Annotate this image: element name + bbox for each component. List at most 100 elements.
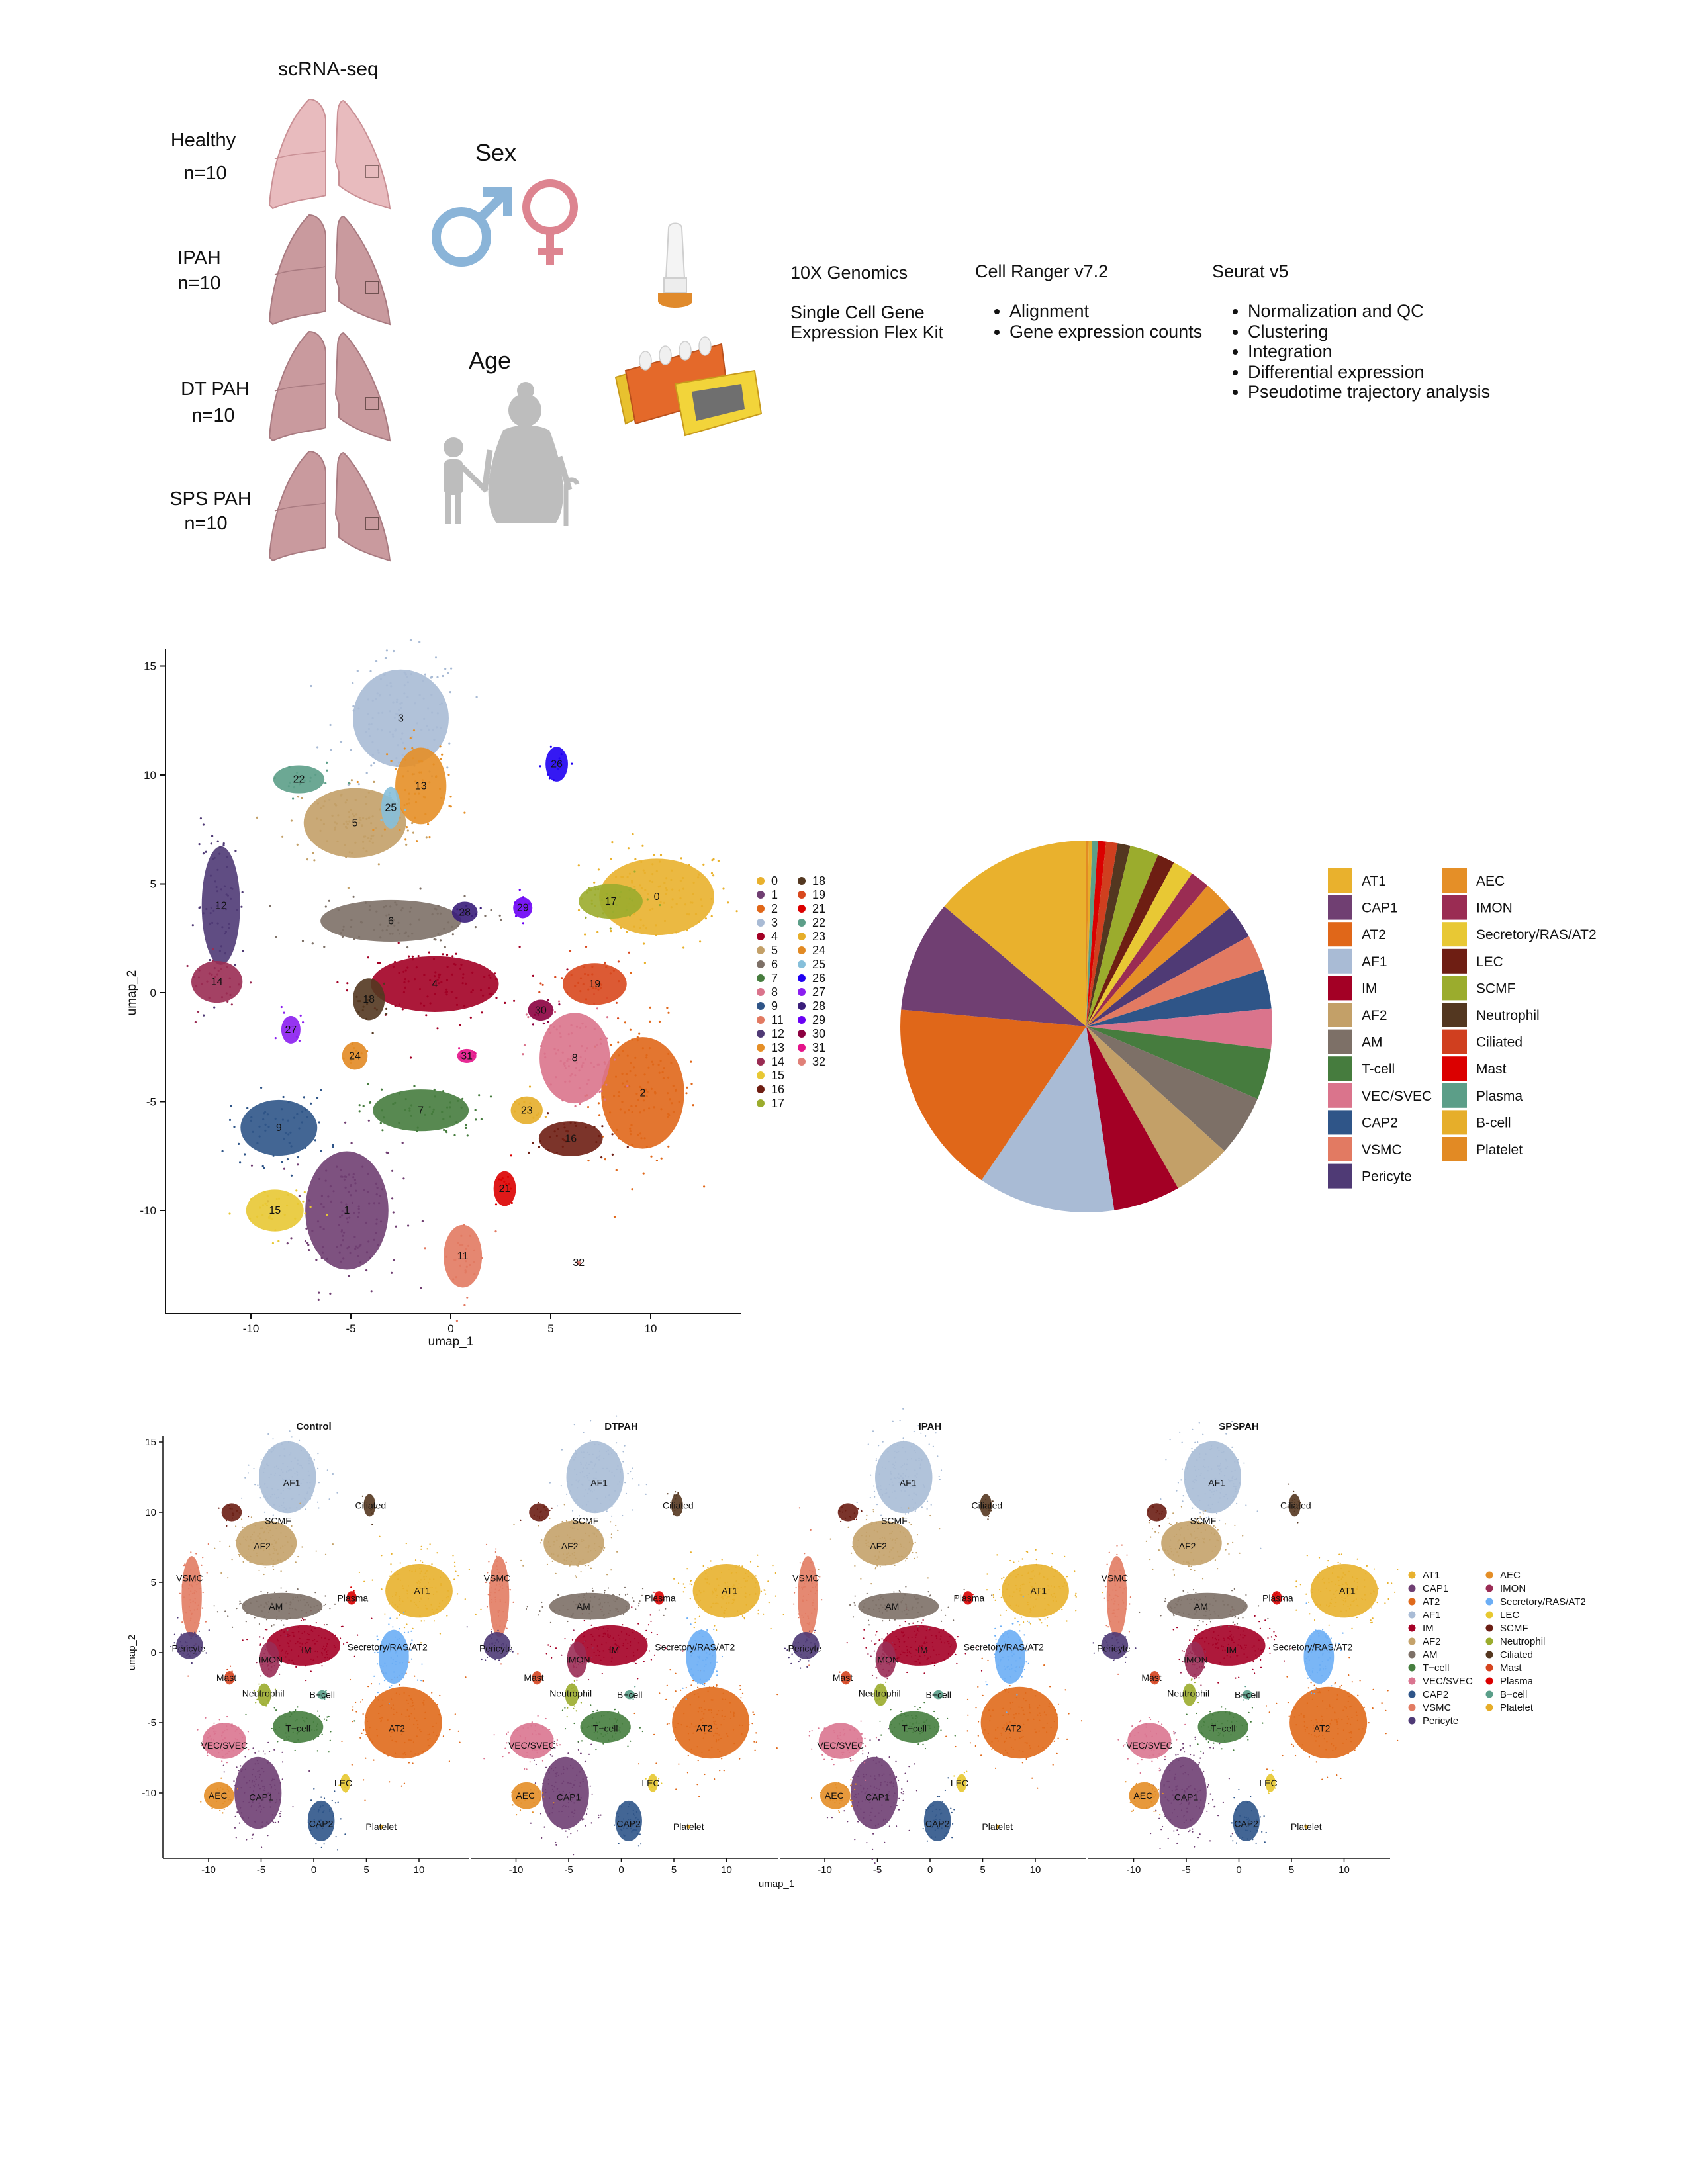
cell-point	[1014, 1617, 1016, 1619]
cell-point	[710, 1712, 713, 1714]
cell-point	[414, 1570, 416, 1572]
cell-point	[730, 1711, 732, 1713]
cell-point	[626, 1054, 629, 1057]
cluster-body	[686, 1629, 717, 1684]
cell-point	[650, 1781, 652, 1783]
cell-point	[308, 1249, 310, 1251]
cell-point	[324, 1179, 327, 1182]
cell-point	[604, 1734, 606, 1736]
cell-point	[220, 968, 222, 970]
cell-point	[379, 1717, 381, 1719]
cell-point	[351, 1201, 354, 1204]
cell-point	[226, 1786, 228, 1788]
cell-point	[344, 1785, 346, 1787]
cell-point	[494, 1592, 496, 1594]
cell-point	[633, 925, 635, 928]
cell-point	[446, 766, 449, 769]
cell-point	[419, 1586, 421, 1588]
platform-kit-line: Single Cell Gene	[790, 302, 925, 322]
cluster-body	[266, 1625, 341, 1666]
cell-point	[382, 1665, 384, 1667]
cell-point	[254, 1525, 256, 1527]
cell-point	[502, 1650, 504, 1652]
cell-point	[579, 1602, 581, 1604]
cell-point	[1027, 1572, 1029, 1574]
cluster-body	[539, 1013, 610, 1104]
cell-point	[353, 1655, 355, 1657]
cell-point	[449, 1115, 451, 1118]
cell-point	[344, 1186, 347, 1189]
cell-point	[708, 1749, 710, 1751]
legend-swatch	[1328, 1137, 1352, 1161]
cell-point	[319, 1807, 321, 1809]
cell-point	[697, 1661, 699, 1663]
cell-point	[1048, 1706, 1050, 1707]
cell-type-label: T−cell	[593, 1723, 618, 1733]
cell-point	[590, 1704, 592, 1706]
cell-point	[370, 835, 373, 837]
cell-point	[539, 1813, 542, 1815]
cell-point	[256, 1760, 258, 1762]
sex-label: Sex	[475, 139, 517, 166]
cell-point	[439, 1602, 441, 1604]
cell-point	[187, 1574, 189, 1576]
legend-label: AEC	[1476, 874, 1505, 889]
cell-point	[293, 786, 295, 789]
cell-point	[379, 678, 383, 680]
cell-point	[1053, 1740, 1055, 1742]
cell-point	[312, 1659, 314, 1661]
cell-point	[645, 1778, 647, 1780]
cell-point	[188, 1606, 190, 1608]
cell-point	[395, 757, 398, 760]
cell-point	[367, 837, 370, 839]
cell-point	[317, 1298, 320, 1301]
cell-point	[604, 1726, 606, 1728]
cell-point	[574, 1469, 576, 1471]
cell-point	[375, 910, 378, 913]
cell-point	[276, 1663, 278, 1665]
cell-point	[558, 1535, 560, 1537]
cell-point	[414, 816, 416, 819]
cell-point	[539, 1747, 541, 1749]
seurat-steps: Normalization and QC Clustering Integrat…	[1213, 301, 1490, 402]
cell-point	[181, 1621, 183, 1623]
pie-slice-at1	[944, 841, 1086, 1026]
cell-point	[1053, 1592, 1055, 1595]
cell-point	[411, 1570, 413, 1572]
cell-point	[412, 757, 414, 760]
cell-point	[202, 1741, 204, 1743]
cell-point	[223, 1808, 225, 1810]
cell-point	[269, 1784, 271, 1786]
legend-item: 27	[798, 985, 825, 999]
cell-point	[755, 1577, 757, 1580]
cell-point	[316, 1097, 319, 1099]
cell-point	[419, 1572, 421, 1574]
cell-point	[363, 1779, 365, 1781]
cell-point	[365, 1757, 367, 1759]
cell-point	[590, 1420, 592, 1422]
cell-point	[637, 1134, 640, 1136]
cell-point	[618, 1481, 621, 1483]
cell-point	[199, 1587, 201, 1589]
cell-point	[402, 1177, 405, 1180]
cell-point	[555, 1647, 557, 1649]
cell-point	[410, 1750, 412, 1752]
cell-point	[570, 1032, 573, 1035]
cell-point	[586, 1592, 588, 1594]
cell-point	[434, 656, 438, 659]
cell-point	[419, 1729, 421, 1731]
cell-point	[585, 1025, 587, 1028]
cell-point	[602, 1743, 604, 1745]
cell-point	[548, 1772, 550, 1774]
cell-point	[222, 1739, 224, 1741]
cell-point	[578, 1543, 580, 1545]
cell-point	[430, 1604, 432, 1606]
cell-point	[655, 1159, 659, 1162]
cell-point	[539, 982, 542, 985]
cell-point	[524, 1737, 527, 1739]
cell-point	[297, 1706, 299, 1708]
legend-label: 18	[812, 874, 825, 887]
cell-point	[639, 1132, 642, 1135]
cell-point	[365, 817, 368, 820]
cell-point	[872, 1833, 874, 1835]
